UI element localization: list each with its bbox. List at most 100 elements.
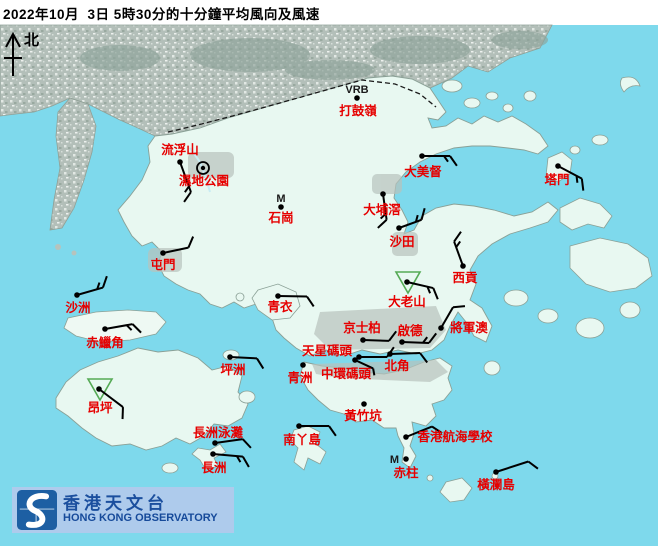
- wind-barb-tick: [96, 282, 101, 290]
- wind-barb-tick: [256, 357, 265, 370]
- station-central-pier: 中環碼頭: [321, 357, 376, 381]
- station-chek-lap-kok: 赤鱲角: [86, 323, 142, 350]
- wind-barb-staff: [162, 246, 189, 254]
- station-tates-cairn: 大老山: [388, 271, 439, 309]
- station-dot: [361, 401, 367, 407]
- station-kings-park: 京士柏: [343, 320, 398, 343]
- wind-barb-staff: [354, 359, 374, 370]
- wind-barb-tick: [236, 455, 242, 463]
- logo-chinese: 香港天文台: [63, 494, 168, 514]
- station-label: 坪洲: [220, 363, 245, 377]
- wind-barb-tick: [575, 175, 579, 183]
- islet: [71, 250, 77, 256]
- station-star-ferry-pier: 天星碼頭: [302, 343, 395, 360]
- ping-chau-island: [620, 76, 641, 93]
- wind-barb-tick: [420, 207, 426, 221]
- wind-barb-staff: [557, 165, 583, 180]
- station-note: M: [276, 193, 285, 205]
- wind-barb-tick: [422, 336, 428, 344]
- wind-barb-tick: [372, 368, 376, 376]
- lantau-island: [55, 347, 249, 451]
- station-dot: [300, 362, 306, 368]
- station-label: 西貢: [452, 271, 478, 285]
- station-label: 香港航海學校: [416, 429, 493, 444]
- wind-barb-staff: [362, 339, 390, 342]
- station-waglan-island: 橫瀾島: [477, 460, 539, 492]
- wind-barb-tick: [426, 286, 432, 294]
- wind-barb-staff: [398, 218, 422, 229]
- wind-barb-tick: [453, 231, 462, 243]
- high-island: [569, 237, 653, 293]
- urban-patches: [148, 152, 448, 382]
- station-peng-chau: 坪洲: [220, 354, 265, 377]
- boundary-line: [167, 79, 437, 133]
- station-wetland-park: 濕地公園: [179, 161, 229, 188]
- shekou-peninsula: [49, 97, 97, 231]
- station-label: 沙洲: [65, 301, 90, 315]
- station-tuen-mun: 屯門: [150, 236, 195, 272]
- shek-kwu-chau-island: [161, 462, 179, 474]
- station-label: 塔門: [544, 172, 569, 187]
- wind-barb-staff: [104, 323, 133, 330]
- station-wong-chuk-hang: 黃竹坑: [343, 401, 382, 423]
- wind-barb-staff: [453, 241, 464, 267]
- station-cheung-chau-beach: 長洲泳灘: [193, 425, 252, 449]
- wind-barb-staff: [214, 438, 243, 444]
- po-toi-islands: [426, 472, 499, 503]
- station-label: 打鼓嶺: [339, 103, 377, 118]
- wind-barb-staff: [382, 193, 388, 220]
- station-label: 將軍澳: [450, 320, 488, 335]
- station-note: VRB: [345, 84, 368, 96]
- wind-barb-tick: [388, 330, 398, 342]
- wind-barb-tick: [580, 178, 585, 191]
- station-label: 啟德: [397, 323, 423, 338]
- station-ngong-ping: 昂坪: [86, 378, 124, 420]
- page-title: 2022年10月 3日 5時30分的十分鐘平均風向及風速: [3, 7, 320, 22]
- wind-barb-tick: [131, 323, 142, 334]
- wind-barb-tick: [125, 324, 133, 331]
- airport-island: [63, 309, 167, 343]
- mountain-triangle-icon: [394, 271, 422, 295]
- north-arrow: [4, 31, 22, 76]
- wind-barb-tick: [428, 332, 438, 344]
- wind-barb-staff: [98, 388, 124, 408]
- station-label: 中環碼頭: [321, 366, 372, 381]
- station-label: 京士柏: [343, 320, 381, 335]
- station-kai-tak: 啟德: [397, 323, 438, 345]
- wind-barb-tick: [306, 295, 315, 308]
- wind-barb-tick: [187, 236, 195, 248]
- station-ta-kwu-ling: VRB 打鼓嶺: [339, 84, 377, 118]
- station-dot: [403, 456, 409, 462]
- wind-barb-tick: [432, 287, 439, 300]
- ma-wan-island: [235, 292, 245, 302]
- wind-barb-tick: [431, 425, 443, 434]
- wind-barb-tick: [102, 275, 108, 288]
- station-label: 長洲: [201, 460, 226, 475]
- wind-barb-staff: [405, 425, 433, 438]
- station-sai-kung: 西貢: [452, 231, 478, 285]
- station-shek-kong: M 石崗: [267, 193, 293, 225]
- station-sha-chau: 沙洲: [65, 275, 108, 315]
- wind-barb-tick: [183, 191, 192, 203]
- wind-barb-staff: [389, 351, 421, 355]
- station-label: 黃竹坑: [343, 408, 382, 423]
- station-lamma-island: 南丫島: [283, 423, 337, 447]
- station-tap-mun: 塔門: [544, 163, 585, 191]
- station-label: 天星碼頭: [302, 343, 353, 358]
- station-label: 赤鱲角: [86, 335, 124, 350]
- wind-barb-tick: [184, 185, 190, 193]
- station-label: 北角: [384, 358, 409, 373]
- shenzhen-hills: [80, 31, 548, 80]
- station-label: 濕地公園: [179, 173, 229, 188]
- wind-barb-tick: [241, 438, 252, 449]
- station-tsing-yi: 青衣: [267, 293, 315, 314]
- station-label: 橫瀾島: [477, 477, 515, 492]
- port-shelter-islands: [483, 289, 641, 376]
- hko-logo: 香港天文台 HONG KONG OBSERVATORY: [12, 487, 234, 533]
- station-label: 赤柱: [393, 465, 419, 480]
- wind-barb-staff: [401, 341, 430, 344]
- logo-english: HONG KONG OBSERVATORY: [63, 512, 218, 525]
- station-label: 屯門: [150, 257, 175, 272]
- wind-barb-staff: [495, 460, 529, 473]
